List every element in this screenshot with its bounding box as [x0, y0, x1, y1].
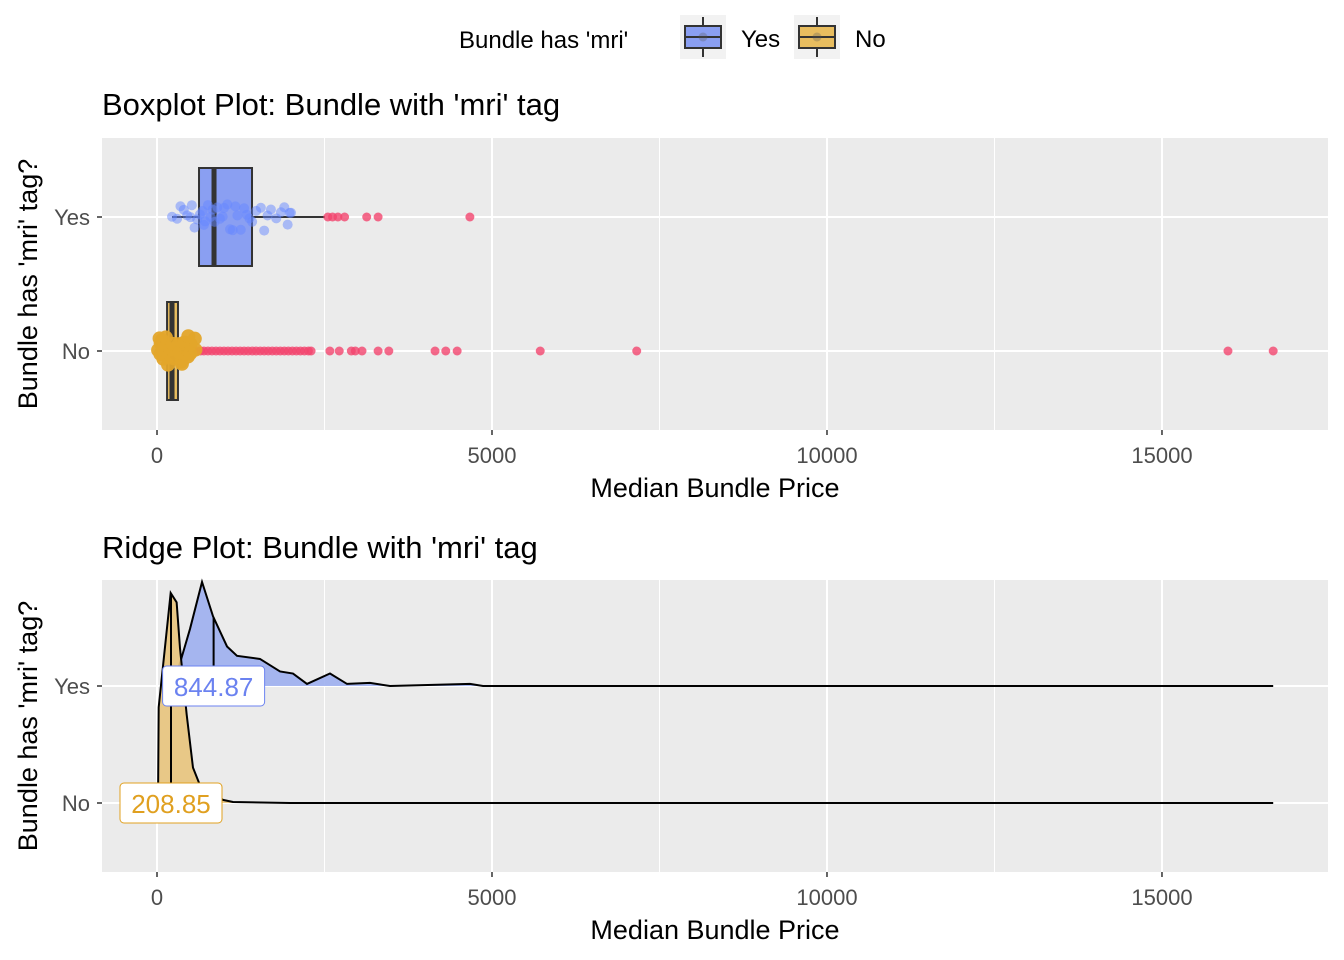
outlier-point: [333, 212, 343, 222]
legend-label-no: No: [855, 26, 886, 53]
x-tick-label: 5000: [468, 443, 517, 468]
panel-background: [102, 138, 1328, 430]
outlier-point: [350, 346, 360, 356]
outlier-point: [362, 212, 372, 222]
boxplot-panel: 0 5000 10000 15000 Yes No: [54, 138, 1328, 468]
jitter-point: [227, 225, 238, 236]
jitter-point: [187, 331, 202, 346]
jitter-point: [217, 211, 228, 222]
x-tick-label: 15000: [1131, 885, 1192, 910]
legend-key-no: [794, 15, 840, 59]
legend-label-yes: Yes: [741, 26, 780, 53]
x-tick-label: 0: [151, 885, 163, 910]
legend-point: [812, 32, 822, 42]
ridge-xlabel: Median Bundle Price: [590, 915, 839, 945]
outlier-point: [373, 346, 383, 356]
outlier-point: [1223, 346, 1233, 356]
jitter-point: [222, 199, 233, 210]
outlier-point: [306, 346, 316, 356]
outlier-point: [632, 346, 642, 356]
legend-point: [698, 32, 708, 42]
median-label: 844.87: [174, 672, 254, 702]
median-label: 208.85: [131, 789, 211, 819]
jitter-point: [172, 213, 183, 224]
outlier-point: [430, 346, 440, 356]
legend-key-yes: [680, 15, 726, 59]
outlier-point: [441, 346, 451, 356]
outlier-point: [384, 346, 394, 356]
jitter-point: [186, 200, 197, 211]
median-label-box: [119, 782, 223, 824]
boxplot-xlabel: Median Bundle Price: [590, 473, 839, 503]
x-tick-label: 5000: [468, 885, 517, 910]
y-tick-label: Yes: [54, 205, 90, 230]
jitter-point: [247, 216, 258, 227]
x-tick-label: 10000: [796, 885, 857, 910]
jitter-point: [282, 219, 293, 230]
jitter-point: [230, 201, 241, 212]
outlier-point: [357, 346, 367, 356]
jitter-point: [286, 207, 297, 218]
outlier-point: [373, 212, 383, 222]
boxplot-ylabel: Bundle has 'mri' tag?: [13, 159, 43, 409]
jitter-point: [265, 204, 276, 215]
ridge-title: Ridge Plot: Bundle with 'mri' tag: [102, 530, 538, 565]
ridge-fill: [172, 582, 1274, 686]
outlier-point: [1268, 346, 1278, 356]
outlier-point: [340, 212, 350, 222]
y-tick-label: No: [62, 791, 90, 816]
x-tick-label: 10000: [796, 443, 857, 468]
y-tick-label: Yes: [54, 674, 90, 699]
y-tick-label: No: [62, 339, 90, 364]
outlier-point: [325, 346, 335, 356]
jitter-point: [255, 202, 266, 213]
outlier-point: [465, 212, 475, 222]
x-tick-label: 15000: [1131, 443, 1192, 468]
ridge-line: [171, 578, 1274, 688]
jitter-point: [188, 342, 203, 357]
ridge-ylabel: Bundle has 'mri' tag?: [13, 601, 43, 851]
jitter-point: [259, 225, 270, 236]
jitter-point: [235, 224, 246, 235]
median-label-box: [162, 665, 266, 707]
jitter-point: [189, 222, 200, 233]
legend-title: Bundle has 'mri': [459, 27, 628, 54]
jitter-point: [232, 210, 243, 221]
boxplot-title: Boxplot Plot: Bundle with 'mri' tag: [102, 87, 560, 122]
panel-background: [102, 580, 1328, 872]
x-tick-label: 0: [151, 443, 163, 468]
outlier-point: [452, 346, 462, 356]
ridge-panel: 0 5000 10000 15000 Yes No 844.87 208.85: [54, 578, 1328, 910]
ridge-line: [157, 589, 1274, 804]
legend: Bundle has 'mri' Yes No: [459, 15, 886, 59]
outlier-point: [334, 346, 344, 356]
outlier-point: [535, 346, 545, 356]
